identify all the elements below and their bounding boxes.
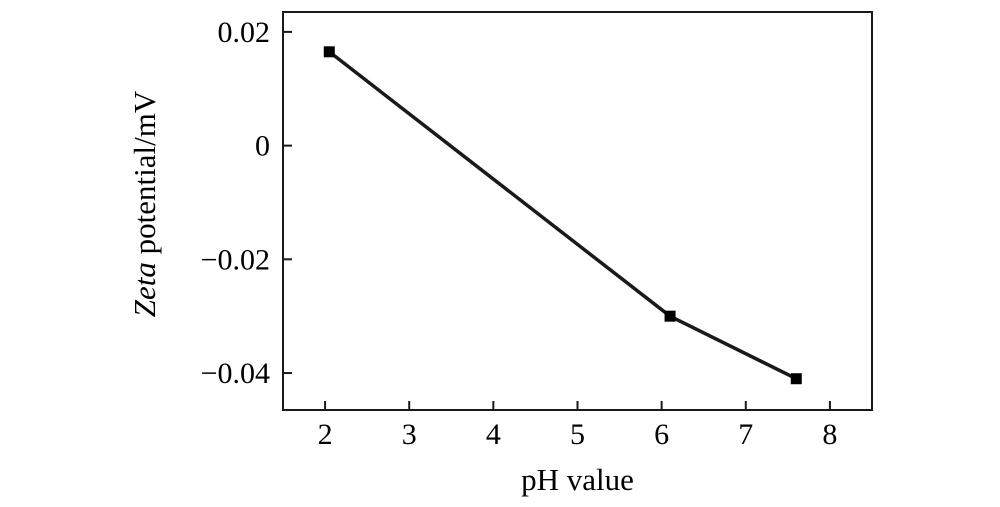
x-tick-label: 6 <box>654 418 669 451</box>
data-point-marker <box>323 46 335 58</box>
x-axis-label: pH value <box>521 462 634 497</box>
axes-frame <box>282 11 873 411</box>
x-tick-label: 8 <box>822 418 837 451</box>
x-tick-label: 4 <box>486 418 501 451</box>
data-line <box>327 50 799 381</box>
x-tick-label: 5 <box>570 418 585 451</box>
y-axis-label: Zeta potential/mV <box>127 54 163 354</box>
x-tick-label: 2 <box>318 418 333 451</box>
data-point-marker <box>790 373 802 385</box>
y-tick-label: 0.02 <box>218 16 271 49</box>
y-axis-label-italic: Zeta <box>127 262 162 318</box>
y-tick-label: 0 <box>255 130 270 163</box>
x-tick-label: 3 <box>402 418 417 451</box>
data-point-marker <box>664 310 676 322</box>
y-tick-label: −0.04 <box>201 357 270 390</box>
x-tick-label: 7 <box>738 418 753 451</box>
y-tick-label: −0.02 <box>201 243 270 276</box>
y-axis-label-rest: potential/mV <box>127 90 162 263</box>
